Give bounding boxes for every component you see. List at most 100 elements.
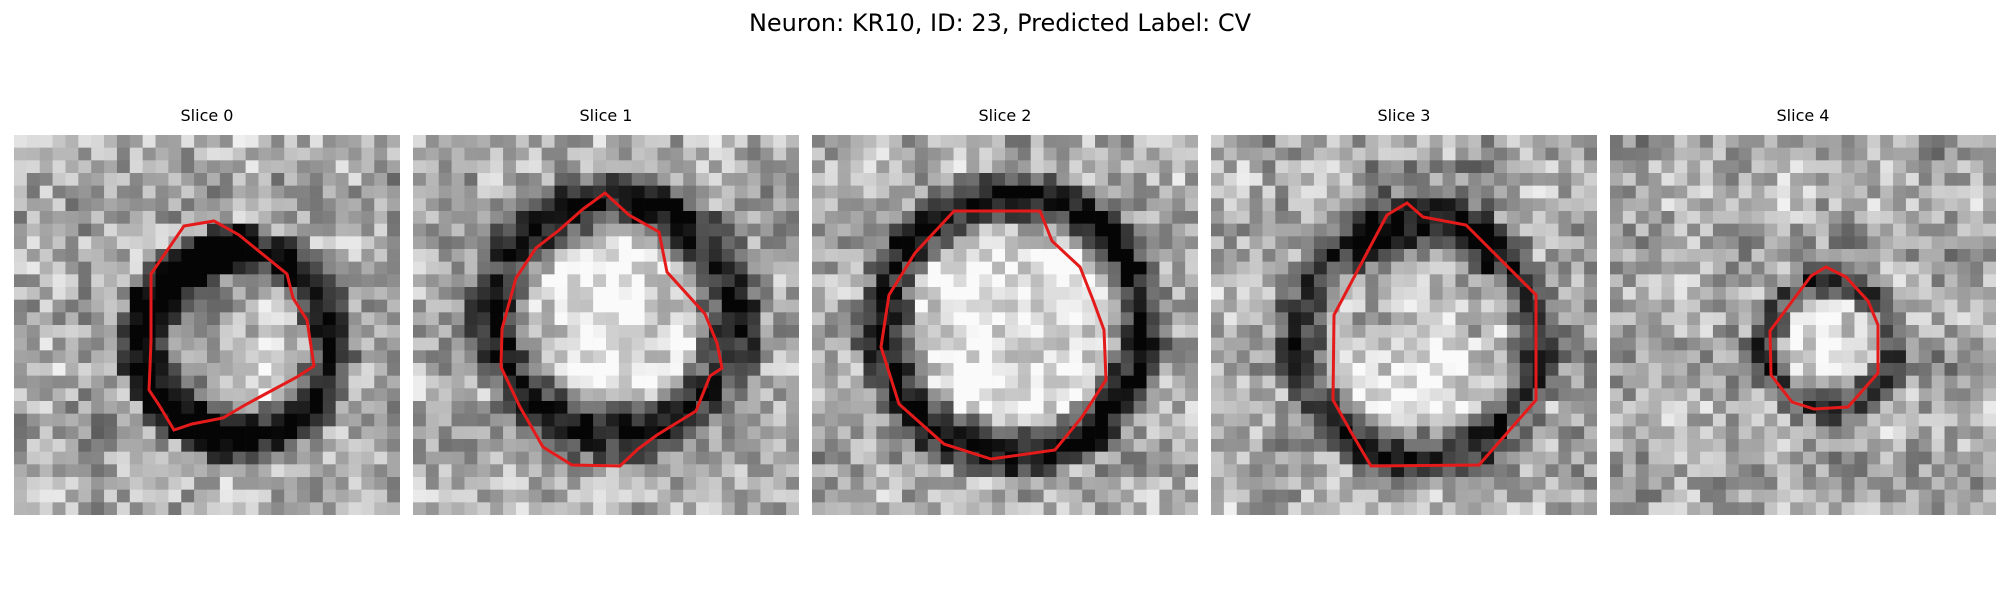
image-pixel	[1828, 477, 1842, 490]
image-pixel	[1133, 477, 1147, 490]
image-pixel	[1468, 439, 1482, 452]
image-pixel	[142, 312, 156, 326]
image-pixel	[309, 375, 324, 389]
image-pixel	[1082, 173, 1096, 186]
image-pixel	[1687, 185, 1701, 199]
image-pixel	[786, 489, 799, 503]
image-pixel	[541, 135, 555, 148]
image-pixel	[683, 363, 697, 376]
image-pixel	[631, 350, 645, 364]
image-pixel	[1107, 325, 1122, 338]
image-pixel	[1700, 464, 1714, 478]
image-pixel	[1416, 489, 1431, 503]
image-pixel	[477, 401, 491, 414]
image-pixel	[1404, 147, 1418, 161]
image-pixel	[322, 312, 336, 326]
image-pixel	[863, 451, 877, 465]
image-pixel	[1970, 173, 1984, 186]
image-pixel	[1519, 350, 1533, 364]
image-pixel	[1352, 185, 1366, 199]
image-pixel	[1880, 325, 1894, 338]
image-pixel	[1056, 451, 1070, 465]
image-pixel	[940, 261, 954, 275]
image-pixel	[52, 489, 66, 503]
image-pixel	[335, 464, 349, 478]
image-pixel	[1249, 413, 1263, 427]
image-pixel	[1687, 160, 1701, 174]
image-pixel	[721, 211, 735, 224]
image-pixel	[1725, 211, 1739, 224]
image-pixel	[541, 451, 555, 465]
image-pixel	[1082, 388, 1096, 402]
image-pixel	[1429, 502, 1443, 515]
image-pixel	[734, 337, 748, 351]
image-pixel	[1893, 464, 1907, 478]
image-pixel	[850, 211, 864, 224]
image-pixel	[1043, 261, 1057, 275]
image-pixel	[1738, 502, 1752, 515]
image-pixel	[490, 236, 504, 250]
image-pixel	[1339, 451, 1353, 465]
image-pixel	[1519, 249, 1533, 262]
image-pixel	[1635, 350, 1649, 364]
image-pixel	[1957, 312, 1971, 326]
image-pixel	[863, 223, 877, 237]
image-pixel	[1687, 223, 1701, 237]
image-pixel	[155, 426, 169, 440]
image-pixel	[387, 375, 400, 389]
image-pixel	[78, 388, 92, 402]
image-pixel	[1262, 502, 1276, 515]
image-pixel	[593, 401, 607, 414]
image-pixel	[992, 325, 1006, 338]
image-pixel	[567, 261, 581, 275]
image-pixel	[1043, 451, 1057, 465]
image-pixel	[477, 211, 491, 224]
image-pixel	[1790, 363, 1804, 376]
image-pixel	[734, 401, 748, 414]
image-pixel	[1803, 426, 1817, 440]
image-pixel	[1288, 451, 1302, 465]
image-pixel	[1545, 464, 1559, 478]
image-pixel	[309, 211, 324, 224]
image-pixel	[631, 173, 645, 186]
image-pixel	[631, 312, 645, 326]
image-pixel	[1017, 502, 1032, 515]
image-pixel	[155, 502, 169, 515]
image-pixel	[104, 388, 118, 402]
image-pixel	[824, 312, 839, 326]
image-pixel	[953, 299, 967, 313]
image-pixel	[721, 502, 735, 515]
image-pixel	[734, 274, 748, 288]
image-pixel	[515, 477, 530, 490]
image-pixel	[850, 223, 864, 237]
image-pixel	[1339, 261, 1353, 275]
image-pixel	[1893, 439, 1907, 452]
image-pixel	[824, 198, 839, 212]
image-pixel	[425, 287, 440, 300]
image-pixel	[1339, 325, 1353, 338]
image-pixel	[734, 185, 748, 199]
image-pixel	[914, 135, 929, 148]
image-pixel	[1893, 223, 1907, 237]
image-pixel	[515, 147, 530, 161]
image-pixel	[953, 350, 967, 364]
image-pixel	[1558, 325, 1572, 338]
roi-contour-3	[1331, 201, 1538, 468]
image-pixel	[1313, 198, 1328, 212]
image-pixel	[477, 261, 491, 275]
image-pixel	[554, 160, 568, 174]
image-pixel	[721, 173, 735, 186]
image-pixel	[271, 489, 285, 503]
image-pixel	[734, 375, 748, 389]
slice-title-0: Slice 0	[180, 106, 234, 125]
image-pixel	[1429, 249, 1443, 262]
image-pixel	[1983, 388, 1996, 402]
image-pixel	[245, 413, 259, 427]
image-pixel	[1854, 464, 1868, 478]
image-pixel	[490, 477, 504, 490]
image-pixel	[1931, 160, 1945, 174]
image-pixel	[1648, 451, 1662, 465]
image-pixel	[1970, 198, 1984, 212]
image-pixel	[760, 135, 774, 148]
image-pixel	[606, 388, 620, 402]
